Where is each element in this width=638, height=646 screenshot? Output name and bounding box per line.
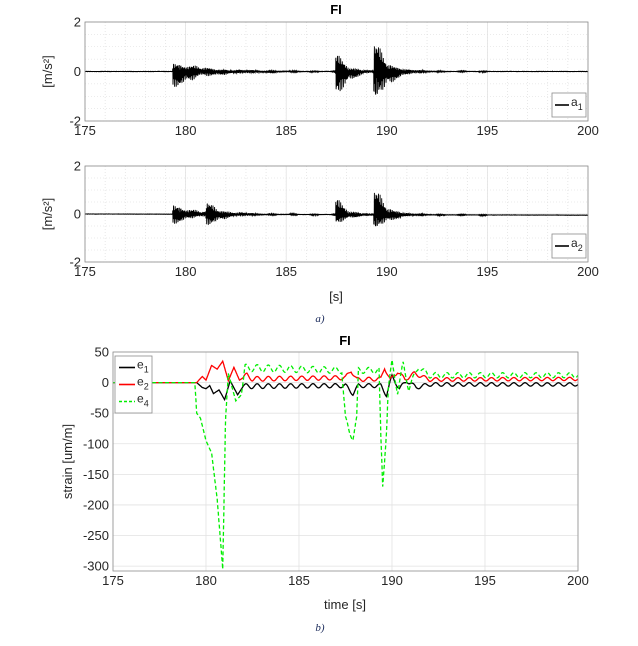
y-tick-label: 0 <box>102 375 109 390</box>
plot-area <box>113 352 578 571</box>
legend-label: e1 <box>137 358 149 375</box>
chart-b-title: FI <box>339 333 351 348</box>
x-tick-label: 200 <box>567 573 589 588</box>
legend-label-base: e <box>137 358 144 372</box>
legend-label-sub: 1 <box>578 102 583 112</box>
y-tick-label: 0 <box>74 207 81 222</box>
y-tick-label: -50 <box>90 406 109 421</box>
chart-b-xlabel: time [s] <box>324 597 366 612</box>
legend-label-base: a <box>571 95 578 109</box>
y-tick-label: -250 <box>83 528 109 543</box>
y-tick-label: -200 <box>83 497 109 512</box>
legend-label-sub: 2 <box>144 382 149 392</box>
x-tick-label: 190 <box>376 123 398 138</box>
plot-b: 175 180 185 190 195 200 50 0 -50 -100 -150 -200 -250… <box>60 345 589 589</box>
series-line-a2 <box>84 192 589 227</box>
y-tick-label: 2 <box>74 15 81 30</box>
chart-a-title: FI <box>330 2 342 17</box>
legend-label: a1 <box>571 95 583 112</box>
legend-label-base: a <box>571 236 578 250</box>
legend-label-base: e <box>137 392 144 406</box>
x-tick-label: 175 <box>74 123 96 138</box>
x-tick-label: 175 <box>102 573 124 588</box>
axes-frame <box>84 21 589 122</box>
axes-frame <box>84 165 589 263</box>
x-tick-label: 195 <box>477 123 499 138</box>
x-tick-label: 180 <box>195 573 217 588</box>
plot-a2: 175 180 185 190 195 200-202[m/s²]a2 <box>40 159 599 280</box>
legend: a2 <box>551 233 587 259</box>
y-tick-label: -300 <box>83 559 109 574</box>
legend-label-base: e <box>137 375 144 389</box>
legend-label: a2 <box>571 236 583 253</box>
y-tick-label: -150 <box>83 467 109 482</box>
legend: a1 <box>551 92 587 118</box>
legend-label: e4 <box>137 392 149 409</box>
legend-label-sub: 2 <box>578 243 583 253</box>
y-tick-label: 50 <box>95 345 109 360</box>
caption-b: b) <box>315 622 325 634</box>
y-axis-label: strain [um/m] <box>60 424 75 499</box>
y-axis-label: [m/s²] <box>40 55 55 88</box>
x-tick-label: 185 <box>288 573 310 588</box>
plot-a1: 175 180 185 190 195 200 -2 0 2 [m/s²] a1 <box>40 15 599 139</box>
x-tick-label: 180 <box>175 123 197 138</box>
y-tick-label: 0 <box>74 64 81 79</box>
x-tick-label: 200 <box>577 264 599 279</box>
x-tick-label: 195 <box>474 573 496 588</box>
x-tick-label: 200 <box>577 123 599 138</box>
legend-label-sub: 4 <box>144 399 149 409</box>
x-tick-label: 180 <box>175 264 197 279</box>
y-tick-label: -2 <box>69 114 81 129</box>
y-tick-label: -2 <box>69 255 81 270</box>
x-tick-label: 185 <box>275 123 297 138</box>
x-tick-label: 185 <box>275 264 297 279</box>
y-axis-label: [m/s²] <box>40 198 55 231</box>
x-tick-label: 175 <box>74 264 96 279</box>
y-tick-label: 2 <box>74 159 81 174</box>
series-line-a1 <box>84 46 589 95</box>
x-tick-label: 195 <box>477 264 499 279</box>
x-tick-label: 190 <box>376 264 398 279</box>
chart-a-xlabel: [s] <box>329 289 343 304</box>
axes-frame <box>112 351 579 572</box>
series-line-e2 <box>113 359 578 384</box>
x-tick-label: 190 <box>381 573 403 588</box>
series-line-e4 <box>113 359 578 570</box>
legend-label-sub: 1 <box>144 365 149 375</box>
legend-label: e2 <box>137 375 149 392</box>
caption-a: a) <box>315 313 325 325</box>
y-tick-label: -100 <box>83 436 109 451</box>
